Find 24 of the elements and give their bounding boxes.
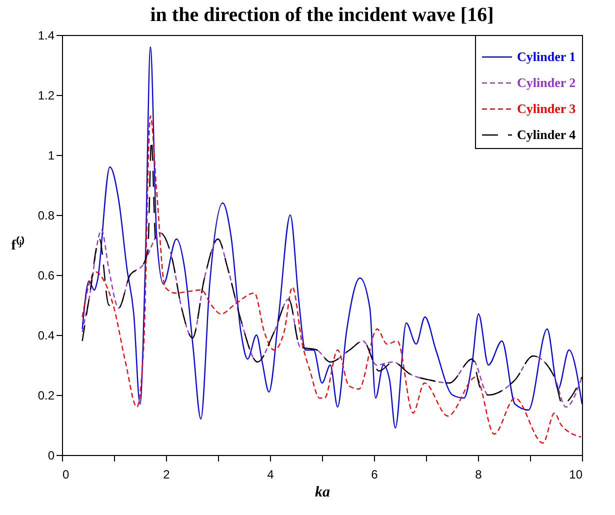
x-tick-label: 10: [569, 468, 583, 482]
y-tick-label: 0.2: [38, 388, 55, 402]
x-tick-label: 8: [475, 468, 482, 482]
x-axis-title: ka: [315, 484, 330, 500]
legend-label: Cylinder 2: [517, 75, 576, 90]
x-tick-label: 0: [62, 468, 70, 482]
y-tick-label: 0.6: [38, 268, 55, 282]
y-tick-label: 1.2: [38, 88, 55, 102]
y-tick-label: 0: [48, 448, 55, 462]
x-tick-label: 2: [163, 468, 170, 482]
line-series: [82, 229, 582, 408]
line-series: [82, 115, 582, 444]
y-axis-title: f⁽ʲ⁾: [11, 236, 24, 254]
x-tick-label: 6: [371, 468, 378, 482]
legend-label: Cylinder 1: [517, 49, 576, 64]
y-tick-label: 1.4: [38, 28, 55, 42]
y-tick-label: 0.4: [38, 328, 55, 342]
line-series: [82, 46, 582, 429]
x-tick-label: 4: [267, 468, 274, 482]
y-tick-label: 1: [48, 148, 55, 162]
legend-label: Cylinder 3: [517, 101, 576, 116]
legend-label: Cylinder 4: [517, 127, 576, 142]
y-tick-label: 0.8: [38, 208, 55, 222]
chart-title: in the direction of the incident wave [16]: [150, 4, 494, 26]
